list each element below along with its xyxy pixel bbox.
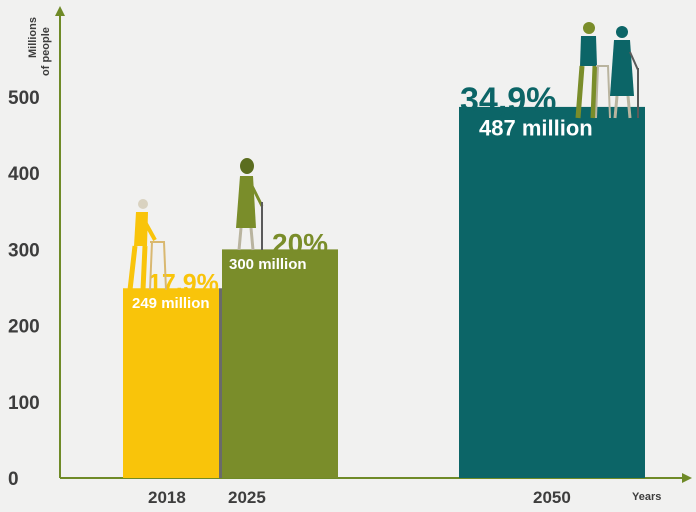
x-tick-labels: 2018 2025 2050 [148,488,571,507]
bars: 17,9%249 million 20%300 million 34,9%487 m… [123,81,645,478]
elderly-woman-with-cane-icon [236,158,264,251]
value-label: 300 million [229,256,307,273]
y-axis-title-line1: Millions [27,17,39,58]
x-axis-title: Years [632,491,661,503]
x-axis-arrow [682,473,692,483]
y-tick-label: 100 [8,393,40,414]
y-axis-arrow [55,6,65,16]
x-tick-label: 2018 [148,488,186,507]
percent-label: 20% [272,228,328,259]
bar-2018 [123,288,219,478]
percent-label: 34,9% [460,81,556,119]
bar-2025 [222,249,338,478]
value-label: 487 million [479,116,593,141]
y-tick-label: 0 [8,469,19,490]
y-axis-title-line2: of people [40,27,52,76]
elderly-man-with-walker-icon [127,199,167,291]
y-tick-label: 200 [8,317,40,338]
percent-label: 17,9% [148,269,219,297]
elderly-couple-icon [575,22,639,119]
y-tick-label: 300 [8,240,40,261]
y-tick-labels: 0 100 200 300 400 500 [8,88,40,490]
y-tick-label: 400 [8,164,40,185]
value-label: 249 million [132,295,210,312]
x-tick-label: 2050 [533,488,571,507]
x-tick-label: 2025 [228,488,266,507]
y-tick-label: 500 [8,88,40,109]
bar-2050 [459,106,645,478]
